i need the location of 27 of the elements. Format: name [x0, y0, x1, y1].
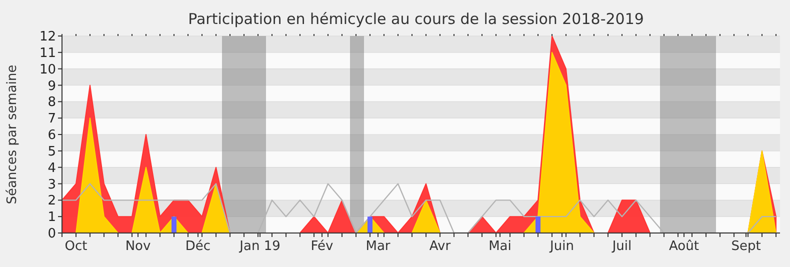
y-tick-label: 12	[39, 30, 56, 45]
y-tick-label: 6	[48, 128, 56, 144]
y-tick-label: 0	[48, 226, 56, 242]
y-axis-title: Séances par semaine	[5, 64, 20, 204]
y-tick-label: 8	[48, 95, 56, 110]
x-tick-label: Sept	[731, 239, 761, 254]
x-tick-label: Oct	[64, 239, 88, 254]
x-tick-label: Juil	[611, 239, 632, 254]
y-tick-label: 3	[48, 177, 56, 192]
x-tick-label: Avr	[429, 239, 452, 254]
x-tick-label: Mar	[366, 239, 391, 254]
y-tick-label: 9	[48, 78, 56, 94]
y-tick-label: 1	[48, 210, 56, 226]
x-tick-label: Août	[669, 239, 699, 254]
y-tick-label: 10	[39, 62, 56, 78]
y-tick-label: 7	[48, 112, 56, 127]
y-tick-label: 5	[48, 144, 56, 160]
x-tick-label: Nov	[125, 239, 151, 254]
x-tick-label: Fév	[310, 239, 334, 254]
x-tick-label: Mai	[488, 239, 512, 254]
x-tick-label: Jan 19	[238, 239, 280, 254]
chart-title: Participation en hémicycle au cours de la session 2018-2019	[188, 10, 644, 28]
y-tick-label: 4	[48, 160, 56, 176]
x-tick-label: Juin	[549, 239, 574, 254]
y-tick-label: 2	[48, 194, 56, 209]
y-tick-label: 11	[39, 46, 56, 61]
x-tick-label: Déc	[185, 239, 211, 254]
